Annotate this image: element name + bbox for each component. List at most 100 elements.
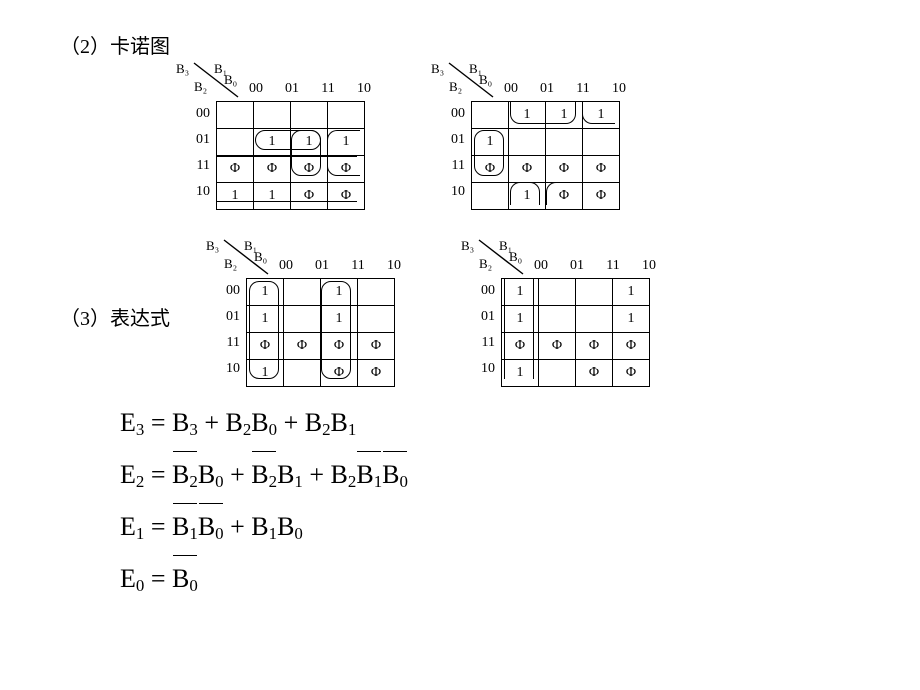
eq-op: + (198, 408, 226, 437)
row-label: 11 (435, 153, 471, 179)
kmap-row-2: B₁B₀B₃B₂00011110000111101111ΦΦΦΦ1ΦΦ B₁B₀… (210, 240, 650, 387)
kmap-cell: Φ (291, 183, 328, 210)
eq-term: B1 (277, 460, 303, 489)
kmap-E0: B₁B₀B₃B₂00011110000111101111ΦΦΦΦ1ΦΦ (465, 240, 650, 387)
equation-E2: E2 = B2B0 + B2B1 + B2B1B0 (120, 449, 860, 501)
eq-term: B0 (277, 512, 303, 541)
eq-op: + (277, 408, 305, 437)
kmap-cell (546, 129, 583, 156)
eq-op: + (224, 460, 252, 489)
eq-term: B1 (251, 512, 277, 541)
eq-term-bar: B1 (356, 449, 382, 501)
eq-term-bar: B2 (172, 449, 198, 501)
kmap-cell: 1 (328, 129, 365, 156)
kmap-cell: Φ (509, 156, 546, 183)
eq-term: B2 (331, 460, 357, 489)
kmap-cell: Φ (576, 333, 613, 360)
row-label: 10 (180, 179, 216, 205)
kmap-cell: Φ (613, 360, 650, 387)
kmap-cell (254, 102, 291, 129)
eq-term: B1 (331, 408, 357, 437)
equation-E1: E1 = B1B0 + B1B0 (120, 501, 860, 553)
eq-term: B0 (251, 408, 277, 437)
var-B2: B₂ (194, 79, 207, 95)
col-label: 00 (268, 258, 304, 274)
section-3-label: （3）表达式 (60, 302, 170, 331)
equation-E3: E3 = B3 + B2B0 + B2B1 (120, 397, 860, 449)
row-label: 01 (465, 304, 501, 330)
kmap-cell: Φ (328, 156, 365, 183)
var-B3: B₃ (206, 238, 219, 254)
kmap-cell (576, 306, 613, 333)
kmap-cell: Φ (472, 156, 509, 183)
row-label: 01 (210, 304, 246, 330)
kmap-cell: 1 (321, 306, 358, 333)
eq-term-bar: B0 (198, 501, 224, 553)
kmap-cell: 1 (254, 129, 291, 156)
kmap-E2: B₁B₀B₃B₂00011110000111101111ΦΦΦΦ1ΦΦ (435, 63, 620, 210)
col-label: 01 (529, 81, 565, 97)
kmap-cell (576, 279, 613, 306)
col-label: 11 (310, 81, 346, 97)
section-2-label: （2）卡诺图 (60, 30, 170, 59)
row-label: 00 (465, 278, 501, 304)
eq-term-bar: B2 (251, 449, 277, 501)
kmap-cell (284, 306, 321, 333)
kmap-cell: 1 (546, 102, 583, 129)
kmap-cell: 1 (502, 279, 539, 306)
kmap-row-1: B₁B₀B₃B₂0001111000011110111ΦΦΦΦ11ΦΦ B₁B₀… (180, 63, 860, 210)
var-B2: B₂ (479, 256, 492, 272)
kmap-cell (583, 129, 620, 156)
row-label: 11 (465, 330, 501, 356)
kmap-cell: Φ (328, 183, 365, 210)
var-B0: B₀ (254, 249, 267, 265)
kmap-cell (284, 279, 321, 306)
col-label: 10 (346, 81, 382, 97)
kmap-cell: 1 (613, 279, 650, 306)
eq-lhs: E0 (120, 564, 144, 593)
kmap-cell (284, 360, 321, 387)
kmap-cell: Φ (358, 333, 395, 360)
var-B3: B₃ (176, 61, 189, 77)
row-label: 01 (180, 127, 216, 153)
kmap-cell: 1 (583, 102, 620, 129)
kmap-cell: 1 (247, 360, 284, 387)
eq-lhs: E1 (120, 512, 144, 541)
row-label: 10 (435, 179, 471, 205)
row-label: 11 (180, 153, 216, 179)
eq-op: + (303, 460, 331, 489)
kmap-cell: 1 (502, 306, 539, 333)
row-label: 00 (180, 101, 216, 127)
kmap-E1: B₁B₀B₃B₂00011110000111101111ΦΦΦΦ1ΦΦ (210, 240, 395, 387)
kmap-cell: Φ (502, 333, 539, 360)
kmap-cell: Φ (358, 360, 395, 387)
kmap-cell: 1 (613, 306, 650, 333)
kmap-cell: Φ (546, 156, 583, 183)
var-B0: B₀ (224, 72, 237, 88)
kmap-cell (358, 279, 395, 306)
kmap-cell: 1 (509, 102, 546, 129)
eq-term-bar: B0 (172, 553, 198, 605)
kmap-cell: Φ (321, 360, 358, 387)
eq-lhs: E3 (120, 408, 144, 437)
kmap-cell (217, 102, 254, 129)
kmap-cell: 1 (247, 306, 284, 333)
kmap-cell: Φ (217, 156, 254, 183)
row-label: 00 (210, 278, 246, 304)
kmap-cell: Φ (546, 183, 583, 210)
var-B3: B₃ (461, 238, 474, 254)
col-label: 01 (304, 258, 340, 274)
kmap-cell (217, 129, 254, 156)
kmap-cell (509, 129, 546, 156)
kmap-cell: 1 (247, 279, 284, 306)
kmap-cell: Φ (247, 333, 284, 360)
eq-op: + (224, 512, 252, 541)
var-B2: B₂ (224, 256, 237, 272)
kmap-cell (539, 279, 576, 306)
kmap-E3: B₁B₀B₃B₂0001111000011110111ΦΦΦΦ11ΦΦ (180, 63, 365, 210)
col-label: 10 (376, 258, 412, 274)
eq-term-bar: B0 (382, 449, 408, 501)
row-label: 10 (210, 356, 246, 382)
kmap-cell (328, 102, 365, 129)
col-label: 00 (493, 81, 529, 97)
